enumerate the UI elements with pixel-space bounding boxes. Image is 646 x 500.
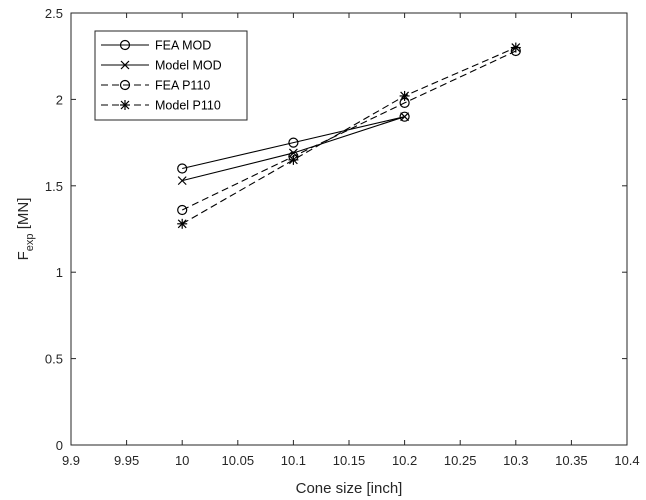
x-tick-label: 10.1 (281, 453, 306, 468)
series-group (177, 42, 521, 229)
y-tick-label: 1.5 (45, 179, 63, 194)
y-axis-label-base: F (15, 251, 32, 260)
legend-label: Model P110 (155, 99, 221, 113)
y-tick-label: 1 (56, 265, 63, 280)
y-tick-label: 0 (56, 438, 63, 453)
x-tick-label: 10.35 (555, 453, 588, 468)
legend-label: FEA MOD (155, 39, 211, 53)
series-model-p110 (177, 42, 521, 229)
legend-entry: FEA MOD (101, 39, 211, 53)
data-point (177, 204, 188, 216)
y-tick-label: 2.5 (45, 6, 63, 21)
y-tick-label: 2 (56, 92, 63, 107)
data-point (177, 163, 188, 174)
x-axis-label: Cone size [inch] (296, 480, 403, 497)
legend-entry: Model MOD (101, 59, 222, 73)
legend-entry: FEA P110 (101, 79, 210, 93)
series-fea-mod (177, 111, 410, 174)
x-tick-label: 10.2 (392, 453, 417, 468)
series-line (182, 116, 405, 170)
legend-marker (120, 100, 130, 110)
series-model-mod (177, 112, 410, 186)
data-point (399, 90, 410, 101)
data-point (288, 137, 299, 148)
y-axis-label: Fexp [MN] (15, 198, 36, 261)
x-tick-label: 10.15 (333, 453, 366, 468)
y-axis-label-subscript: exp (24, 233, 36, 251)
data-point (400, 112, 410, 122)
legend-label: Model MOD (155, 59, 222, 73)
x-tick-label: 9.9 (62, 453, 80, 468)
x-tick-label: 10.4 (614, 453, 639, 468)
data-point (510, 42, 521, 53)
legend-marker (120, 60, 130, 70)
legend-entry: Model P110 (101, 99, 221, 113)
series-line (181, 47, 517, 225)
data-point (177, 218, 188, 229)
data-point (399, 111, 410, 122)
data-point (177, 176, 187, 186)
series-line (181, 50, 517, 211)
axis-ticks: 9.9 9.95 10 10.05 10.1 10.15 10.2 10.25 10.3 10.3… (45, 6, 640, 468)
x-tick-label: 10.3 (503, 453, 528, 468)
legend: FEA MOD Model MOD FEA P110 Model P110 (94, 30, 248, 121)
y-axis-label-unit: [MN] (15, 198, 32, 234)
legend-marker (119, 39, 131, 51)
y-tick-label: 0.5 (45, 352, 63, 367)
legend-marker (119, 79, 131, 91)
x-tick-label: 10 (175, 453, 189, 468)
x-tick-label: 10.05 (222, 453, 255, 468)
data-point (288, 154, 299, 165)
x-tick-label: 9.95 (114, 453, 139, 468)
legend-label: FEA P110 (155, 79, 210, 93)
x-tick-label: 10.25 (444, 453, 477, 468)
